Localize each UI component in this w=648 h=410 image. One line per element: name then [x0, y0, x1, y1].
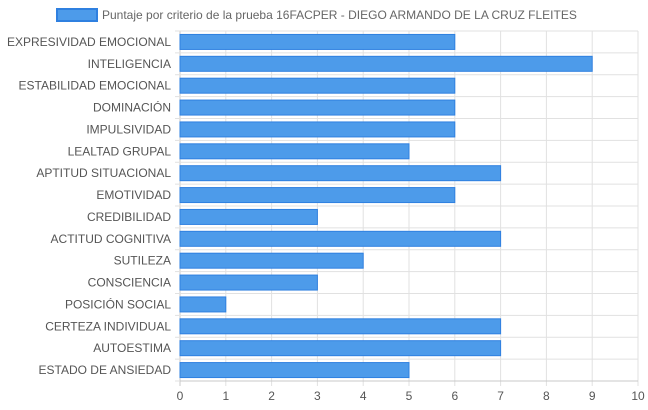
x-tick-label: 7	[497, 389, 504, 403]
x-tick-label: 0	[177, 389, 184, 403]
bar[interactable]	[179, 99, 456, 116]
category-label: POSICIÓN SOCIAL	[65, 296, 171, 311]
legend-label[interactable]: Puntaje por criterio de la prueba 16FACP…	[102, 8, 577, 22]
category-label: IMPULSIVIDAD	[86, 122, 171, 136]
category-label: DOMINACIÓN	[93, 100, 171, 115]
bar[interactable]	[179, 362, 410, 379]
bar[interactable]	[179, 143, 410, 160]
bar[interactable]	[179, 274, 318, 291]
category-label: CERTEZA INDIVIDUAL	[45, 319, 171, 333]
legend[interactable]: Puntaje por criterio de la prueba 16FACP…	[56, 8, 577, 22]
bar[interactable]	[179, 33, 456, 50]
legend-swatch[interactable]	[56, 8, 98, 22]
x-tick-label: 5	[406, 389, 413, 403]
bar[interactable]	[179, 230, 502, 247]
category-label: CONSCIENCIA	[88, 276, 171, 290]
bar[interactable]	[179, 55, 593, 72]
bar[interactable]	[179, 252, 364, 269]
category-label: AUTOESTIMA	[93, 341, 171, 355]
bar[interactable]	[179, 121, 456, 138]
x-tick-label: 3	[314, 389, 321, 403]
category-label: EMOTIVIDAD	[96, 188, 171, 202]
x-tick-label: 4	[360, 389, 367, 403]
x-tick-label: 9	[589, 389, 596, 403]
x-tick-label: 2	[268, 389, 275, 403]
bar[interactable]	[179, 208, 318, 225]
category-label: SUTILEZA	[114, 254, 171, 268]
category-labels: EXPRESIVIDAD EMOCIONAL INTELIGENCIA ESTABI…	[7, 35, 171, 377]
bar[interactable]	[179, 77, 456, 94]
x-axis-tick-labels: 0 1 2 3 4 5 6 7 8 9 10	[177, 389, 645, 403]
x-tick-label: 1	[222, 389, 229, 403]
category-label: CREDIBILIDAD	[87, 210, 171, 224]
category-label: ESTABILIDAD EMOCIONAL	[19, 79, 172, 93]
bar[interactable]	[179, 318, 502, 335]
bar[interactable]	[179, 165, 502, 182]
bars	[179, 33, 593, 379]
category-label: ESTADO DE ANSIEDAD	[39, 363, 172, 377]
x-tick-label: 10	[631, 389, 645, 403]
category-label: LEALTAD GRUPAL	[68, 144, 172, 158]
bar[interactable]	[179, 187, 456, 204]
category-label: EXPRESIVIDAD EMOCIONAL	[7, 35, 171, 49]
bar[interactable]	[179, 340, 502, 357]
category-label: APTITUD SITUACIONAL	[36, 166, 171, 180]
category-label: INTELIGENCIA	[88, 57, 171, 71]
bar[interactable]	[179, 296, 227, 313]
x-tick-label: 8	[543, 389, 550, 403]
x-tick-label: 6	[451, 389, 458, 403]
category-label: ACTITUD COGNITIVA	[51, 232, 171, 246]
